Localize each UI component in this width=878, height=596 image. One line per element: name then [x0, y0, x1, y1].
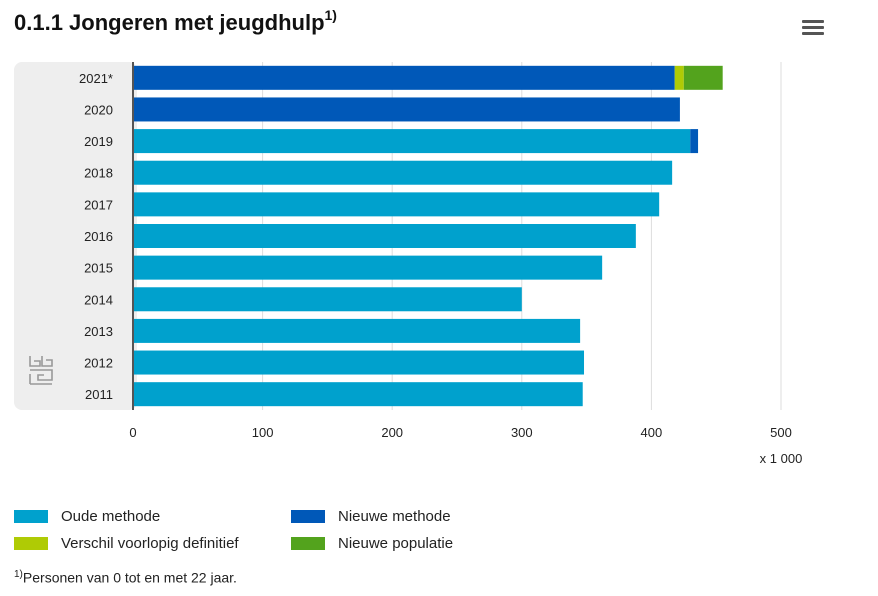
category-label: 2021*: [79, 71, 113, 86]
legend-label: Nieuwe methode: [338, 507, 451, 525]
legend-item[interactable]: Nieuwe methode: [291, 507, 451, 525]
legend-item[interactable]: Verschil voorlopig definitief: [14, 534, 239, 552]
category-label: 2019: [84, 134, 113, 149]
legend-swatch: [291, 509, 325, 523]
bar-segment: [133, 192, 660, 217]
x-tick-label: 200: [381, 425, 403, 440]
x-tick-label: 100: [252, 425, 274, 440]
legend-item[interactable]: Nieuwe populatie: [291, 534, 453, 552]
chart-title: 0.1.1 Jongeren met jeugdhulp1): [14, 7, 337, 36]
x-tick-label: 400: [641, 425, 663, 440]
footnote-marker: 1): [14, 569, 23, 580]
cbs-logo-icon: [29, 356, 53, 385]
bar-segment: [683, 65, 723, 90]
bar-segment: [133, 129, 691, 154]
cbs-logo-path: [29, 356, 53, 385]
bar-segment: [133, 318, 581, 343]
category-label: 2012: [84, 356, 113, 371]
hamburger-menu-icon[interactable]: [798, 17, 830, 41]
chart-area: 0 100 200 300 400 500 x 1 000 2021* 2020 2019 2018…: [14, 62, 803, 466]
category-label: 2020: [84, 102, 113, 117]
legend-item[interactable]: Oude methode: [14, 507, 160, 525]
bar-segment: [133, 287, 522, 312]
bar-segment: [133, 97, 680, 122]
bar-segment: [690, 129, 699, 154]
x-tick-label: 300: [511, 425, 533, 440]
bar-segment: [133, 65, 675, 90]
legend-label: Verschil voorlopig definitief: [61, 534, 239, 552]
chart-title-text: 0.1.1 Jongeren met jeugdhulp: [14, 10, 325, 35]
category-label: 2014: [84, 292, 113, 307]
legend-label: Oude methode: [61, 507, 161, 525]
footnote: 1)Personen van 0 tot en met 22 jaar.: [14, 569, 237, 586]
menu-line: [802, 32, 824, 35]
bar-segment: [133, 224, 636, 248]
legend-swatch: [14, 509, 48, 523]
legend-label: Nieuwe populatie: [338, 534, 454, 552]
category-label: 2016: [84, 229, 113, 244]
x-axis-unit: x 1 000: [760, 451, 803, 466]
bar-segment: [674, 65, 684, 90]
footnote-text: Personen van 0 tot en met 22 jaar.: [22, 569, 237, 586]
category-label: 2017: [84, 197, 113, 212]
category-panel: [14, 62, 137, 410]
menu-line: [802, 20, 824, 23]
bar-segment: [133, 255, 603, 280]
bar-segment: [133, 160, 673, 185]
category-label: 2011: [85, 387, 113, 402]
category-label: 2013: [84, 324, 113, 339]
bar-segment: [133, 382, 583, 407]
bar-segment: [133, 350, 585, 375]
menu-line: [802, 26, 824, 29]
x-tick-label: 500: [770, 425, 792, 440]
category-label: 2018: [84, 166, 113, 181]
x-tick-label: 0: [129, 425, 136, 440]
category-label: 2015: [84, 261, 113, 276]
chart-title-footnote-marker: 1): [324, 7, 337, 23]
legend-swatch: [14, 536, 48, 550]
chart-legend: Oude methode Nieuwe methode Verschil voorl…: [14, 507, 614, 557]
legend-swatch: [291, 536, 325, 550]
